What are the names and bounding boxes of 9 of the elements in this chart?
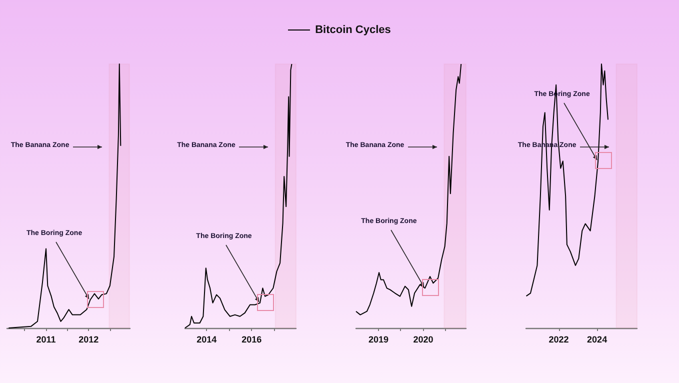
legend-label: Bitcoin Cycles bbox=[315, 24, 391, 36]
x-tick-label: 2020 bbox=[413, 334, 434, 344]
x-tick-label: 2012 bbox=[78, 334, 99, 344]
x-tick-label: 2016 bbox=[242, 334, 262, 344]
x-tick-label: 2011 bbox=[36, 334, 56, 344]
x-tick-label: 2014 bbox=[196, 334, 217, 344]
x-tick-label: 2022 bbox=[548, 334, 569, 344]
x-tick-label: 2024 bbox=[587, 334, 608, 344]
x-tick-label: 2019 bbox=[368, 334, 389, 344]
